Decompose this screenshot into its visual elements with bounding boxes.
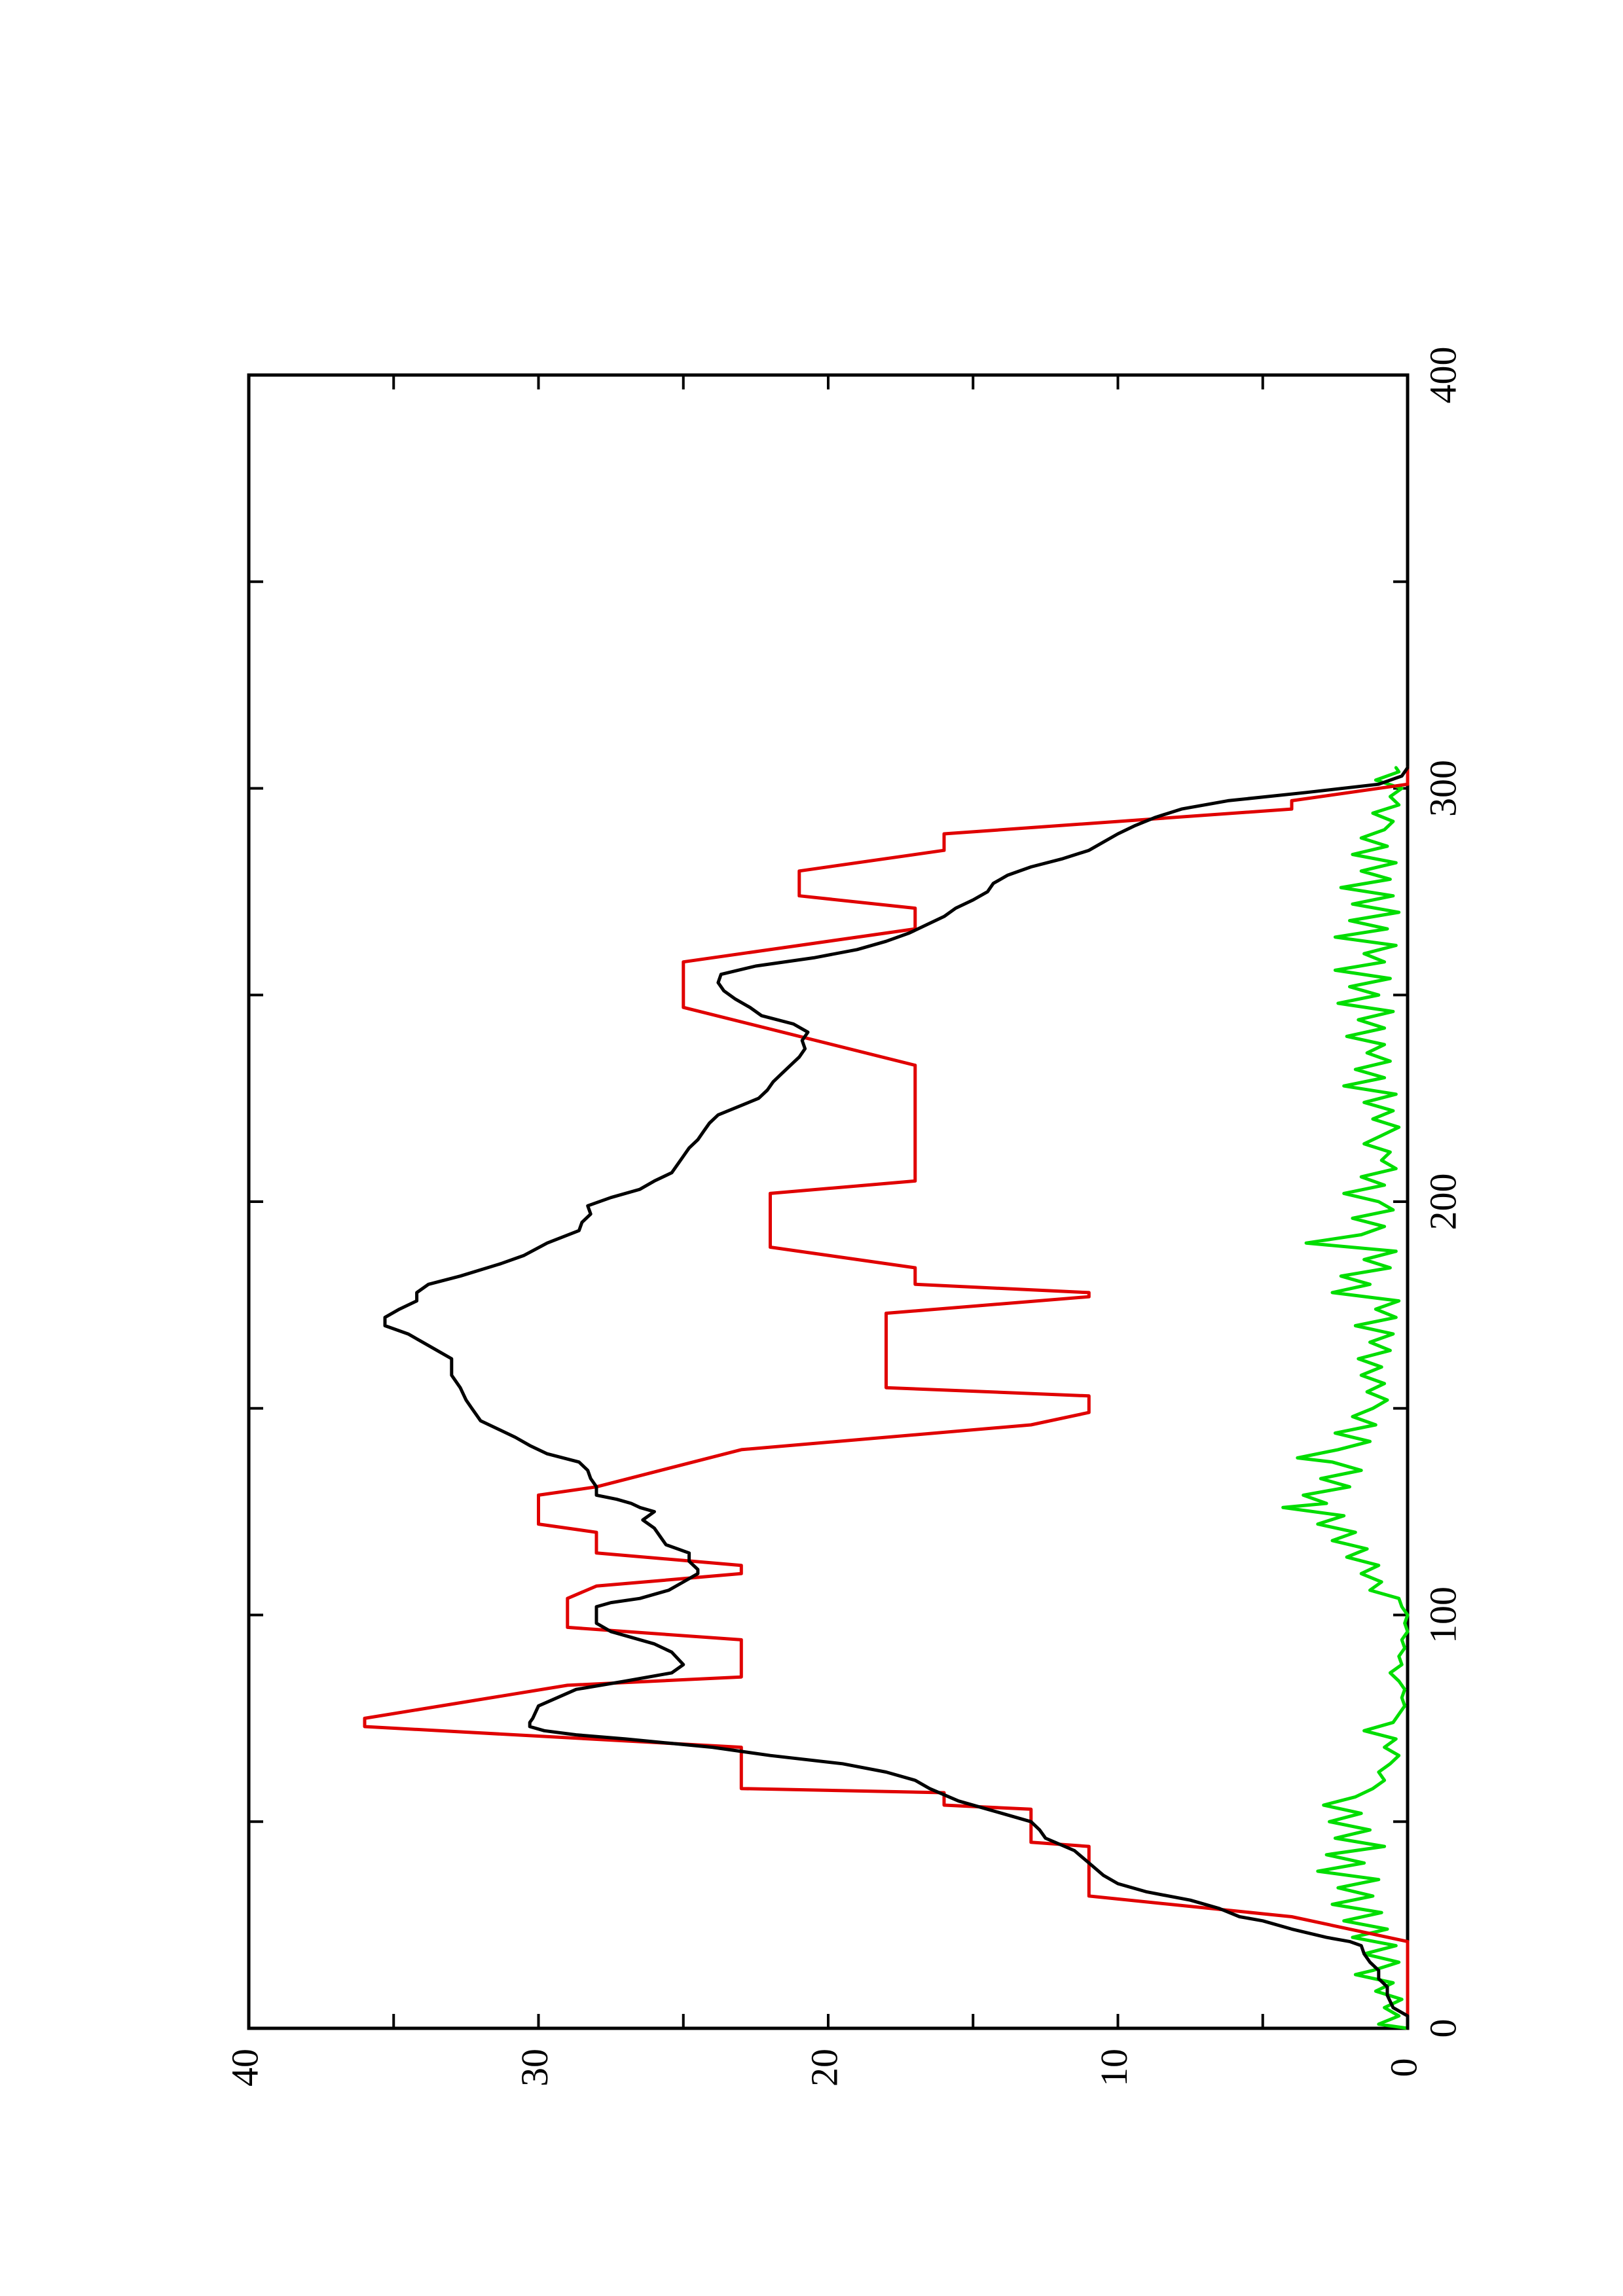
- axis-tick-labels: 0 100 200 300 400 0 10 20 30 40: [223, 347, 1464, 2087]
- x-tick-label: 0: [1421, 2019, 1464, 2038]
- y-tick-label: 40: [223, 2049, 266, 2087]
- x-tick-label: 100: [1421, 1587, 1464, 1643]
- y-tick-label: 0: [1382, 2058, 1425, 2077]
- series-line-2: [1281, 766, 1410, 2030]
- y-tick-label: 10: [1093, 2049, 1135, 2087]
- series-line-1: [383, 766, 1410, 2030]
- x-tick-label: 200: [1421, 1174, 1464, 1230]
- series-layer: [363, 766, 1410, 2030]
- series-line-0: [363, 766, 1410, 2030]
- x-tick-label: 300: [1421, 760, 1464, 817]
- plot-frame: [247, 373, 1410, 2030]
- axis-ticks: [247, 374, 1409, 2030]
- y-tick-label: 20: [803, 2049, 845, 2087]
- y-tick-label: 30: [513, 2049, 556, 2087]
- x-tick-label: 400: [1421, 347, 1464, 404]
